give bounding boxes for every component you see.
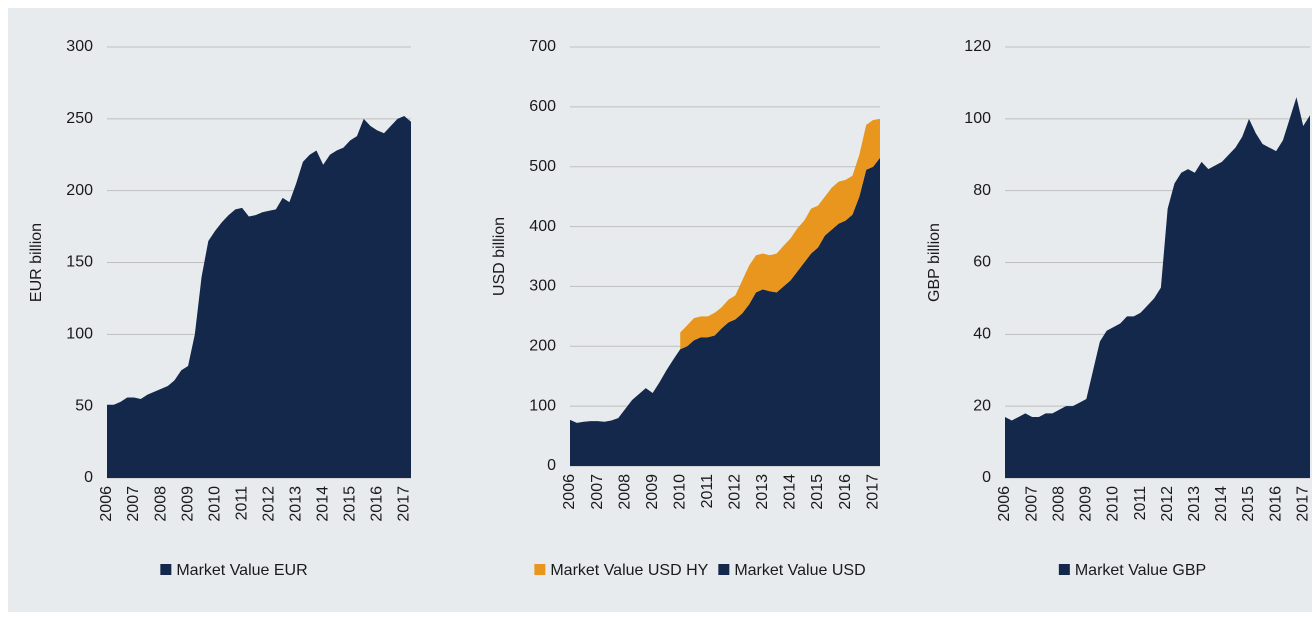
legend-swatch xyxy=(718,564,730,575)
legend-swatch xyxy=(534,564,546,575)
y-tick-label: 200 xyxy=(529,338,556,355)
x-tick-label: 2011 xyxy=(699,474,716,509)
y-tick-label: 120 xyxy=(964,38,991,55)
x-tick-label: 2010 xyxy=(671,474,688,510)
x-tick-label: 2006 xyxy=(561,474,578,510)
x-tick-label: 2009 xyxy=(179,486,196,522)
legend-label: Market Value EUR xyxy=(176,562,307,579)
y-tick-label: 0 xyxy=(982,469,991,486)
y-tick-label: 50 xyxy=(75,397,93,414)
x-tick-label: 2007 xyxy=(125,486,142,522)
x-tick-label: 2016 xyxy=(1267,486,1284,522)
x-tick-label: 2013 xyxy=(754,474,771,510)
x-tick-label: 2007 xyxy=(589,474,606,510)
y-tick-label: 80 xyxy=(973,182,991,199)
y-tick-label: 200 xyxy=(66,182,93,199)
legend-swatch xyxy=(160,564,172,575)
x-tick-label: 2016 xyxy=(837,474,854,510)
area xyxy=(1005,97,1310,479)
y-tick-label: 40 xyxy=(973,326,991,343)
y-tick-label: 100 xyxy=(964,110,991,127)
x-tick-label: 2015 xyxy=(1240,486,1257,522)
x-tick-label: 2008 xyxy=(1050,486,1067,522)
y-tick-label: 100 xyxy=(66,326,93,343)
y-tick-label: 0 xyxy=(547,457,556,474)
y-tick-label: 20 xyxy=(973,397,991,414)
x-tick-label: 2006 xyxy=(996,486,1013,522)
legend-label: Market Value GBP xyxy=(1075,562,1206,579)
legend-swatch xyxy=(1058,564,1070,575)
area xyxy=(570,157,880,466)
x-tick-label: 2014 xyxy=(1213,486,1230,522)
y-axis-label: EUR billion xyxy=(28,223,45,302)
x-tick-label: 2014 xyxy=(314,486,331,522)
legend-label: Market Value USD xyxy=(734,562,865,579)
x-tick-label: 2007 xyxy=(1023,486,1040,522)
x-tick-label: 2013 xyxy=(1186,486,1203,522)
x-tick-label: 2006 xyxy=(98,486,115,522)
y-tick-label: 100 xyxy=(529,397,556,414)
x-tick-label: 2016 xyxy=(368,486,385,522)
x-tick-label: 2013 xyxy=(287,486,304,522)
x-tick-label: 2012 xyxy=(727,474,744,510)
y-tick-label: 400 xyxy=(529,218,556,235)
y-tick-label: 300 xyxy=(66,38,93,55)
x-tick-label: 2012 xyxy=(1159,486,1176,522)
area xyxy=(107,115,411,479)
x-tick-label: 2017 xyxy=(864,474,881,510)
x-tick-label: 2010 xyxy=(206,486,223,522)
x-tick-label: 2008 xyxy=(152,486,169,522)
x-tick-label: 2011 xyxy=(1132,486,1149,521)
y-axis-label: GBP billion xyxy=(926,223,943,302)
x-tick-label: 2015 xyxy=(809,474,826,510)
x-tick-label: 2012 xyxy=(260,486,277,522)
y-tick-label: 500 xyxy=(529,158,556,175)
area xyxy=(680,118,880,350)
y-axis-label: USD billion xyxy=(491,217,508,296)
y-tick-label: 60 xyxy=(973,254,991,271)
x-tick-label: 2017 xyxy=(395,486,412,522)
y-tick-label: 0 xyxy=(84,469,93,486)
y-tick-label: 150 xyxy=(66,254,93,271)
x-tick-label: 2015 xyxy=(341,486,358,522)
x-tick-label: 2017 xyxy=(1294,486,1311,522)
x-tick-label: 2009 xyxy=(1078,486,1095,522)
x-tick-label: 2011 xyxy=(233,486,250,521)
x-tick-label: 2008 xyxy=(616,474,633,510)
legend-label: Market Value USD HY xyxy=(550,562,708,579)
y-tick-label: 300 xyxy=(529,278,556,295)
x-tick-label: 2009 xyxy=(644,474,661,510)
x-tick-label: 2010 xyxy=(1105,486,1122,522)
y-tick-label: 700 xyxy=(529,38,556,55)
y-tick-label: 600 xyxy=(529,98,556,115)
y-tick-label: 250 xyxy=(66,110,93,127)
x-tick-label: 2014 xyxy=(782,474,799,510)
